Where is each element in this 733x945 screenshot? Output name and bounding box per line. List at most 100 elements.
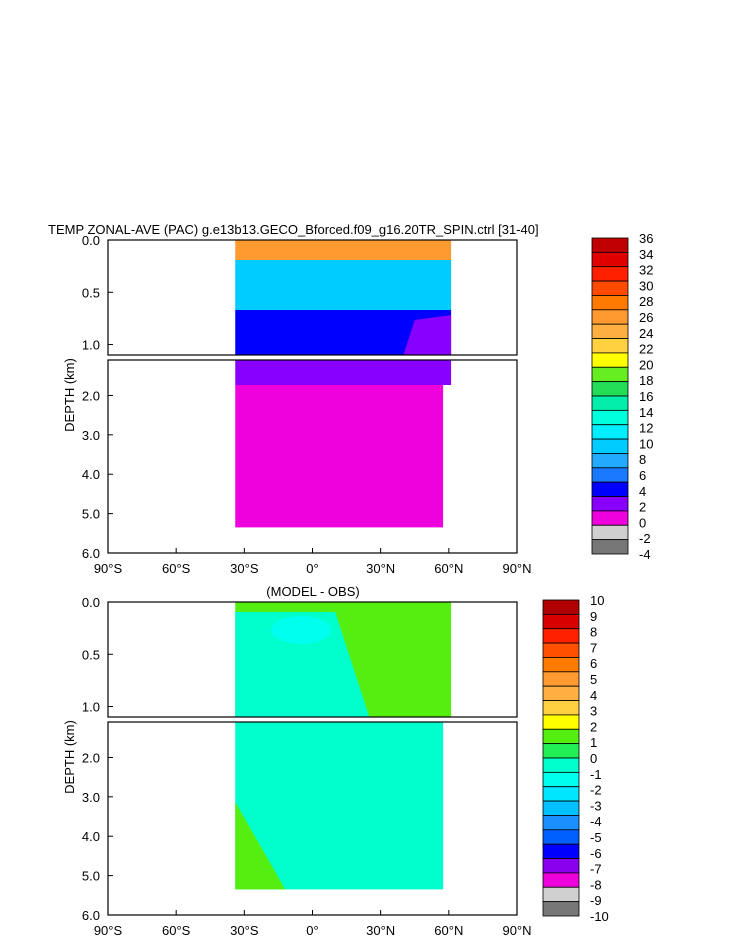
colorbar-segment <box>542 815 580 831</box>
colorbar-segment <box>542 872 580 888</box>
colorbar-segment <box>542 657 580 673</box>
colorbar-segment <box>591 366 629 383</box>
temperature-panel: TEMP ZONAL-AVE (PAC) g.e13b13.GECO_Bforc… <box>48 222 653 576</box>
colorbar-label: 9 <box>590 609 597 624</box>
colorbar-segment <box>542 829 580 845</box>
x-tick-label: 90°S <box>94 923 123 938</box>
upper-plot-frame <box>107 239 518 356</box>
colorbar-label: -4 <box>639 547 651 562</box>
colorbar-label: 2 <box>590 719 597 734</box>
colorbar-segment <box>542 613 580 630</box>
colorbar-label: 6 <box>590 656 597 671</box>
colorbar-label: 10 <box>590 593 604 608</box>
colorbar-label: -5 <box>590 830 602 845</box>
x-tick-label: 90°N <box>502 561 531 576</box>
colorbar-label: -2 <box>639 531 651 546</box>
colorbar-label: -3 <box>590 798 602 813</box>
x-tick-label: 30°N <box>366 923 395 938</box>
colorbar-segment <box>542 757 580 773</box>
y-tick-label: 1.0 <box>82 700 100 715</box>
y-tick-label: 2.0 <box>82 750 100 765</box>
x-tick-label: 90°S <box>94 561 123 576</box>
colorbar-segment <box>591 539 629 555</box>
colorbar-segment <box>542 714 580 730</box>
colorbar-label: 6 <box>639 468 646 483</box>
colorbar-segment <box>591 524 629 541</box>
diff-negative-patch <box>271 616 332 644</box>
y-tick-label: 4.0 <box>82 829 100 844</box>
y-tick-label: 1.0 <box>82 338 100 353</box>
colorbar-segment <box>542 843 580 859</box>
colorbar-segment <box>591 510 629 526</box>
colorbar-label: -8 <box>590 877 602 892</box>
colorbar-segment <box>542 628 580 644</box>
colorbar-label: 36 <box>639 231 653 246</box>
x-tick-label: 30°N <box>366 561 395 576</box>
colorbar-segment <box>542 599 580 615</box>
x-tick-label: 60°N <box>434 561 463 576</box>
colorbar-label: 2 <box>639 500 646 515</box>
colorbar-label: 8 <box>639 452 646 467</box>
colorbar-segment <box>542 700 580 716</box>
colorbar-label: 8 <box>590 625 597 640</box>
x-tick-label: 90°N <box>502 923 531 938</box>
colorbar-segment <box>591 323 629 339</box>
colorbar-segment <box>591 409 629 426</box>
colorbar-segment <box>542 771 580 788</box>
y-axis-label: DEPTH (km) <box>62 720 77 794</box>
y-tick-label: 0.0 <box>82 233 100 248</box>
colorbar-label: -2 <box>590 783 602 798</box>
y-tick-label: 4.0 <box>82 467 100 482</box>
colorbar-label: 0 <box>590 751 597 766</box>
colorbar-segment <box>591 496 629 512</box>
colorbar-label: 28 <box>639 294 653 309</box>
surface-warm-band <box>235 240 452 260</box>
colorbar-label: -6 <box>590 846 602 861</box>
colorbar-segment <box>591 309 629 325</box>
colorbar-label: 0 <box>639 515 646 530</box>
chart-title: (MODEL - OBS) <box>266 584 359 599</box>
colorbar-segment <box>591 295 629 311</box>
colorbar-segment <box>591 424 629 440</box>
y-tick-label: 5.0 <box>82 507 100 522</box>
colorbar-label: 24 <box>639 326 653 341</box>
colorbar-label: 18 <box>639 373 653 388</box>
colorbar-label: 12 <box>639 421 653 436</box>
y-axis-label: DEPTH (km) <box>62 358 77 432</box>
colorbar-segment <box>591 481 629 497</box>
colorbar-label: 1 <box>590 735 597 750</box>
colorbar-segment <box>591 338 629 354</box>
y-tick-label: 3.0 <box>82 790 100 805</box>
colorbar-label: 7 <box>590 640 597 655</box>
colorbar-label: -9 <box>590 893 602 908</box>
colorbar-segment <box>542 786 580 802</box>
x-tick-label: 60°S <box>162 561 191 576</box>
colorbar-label: 4 <box>639 484 646 499</box>
thermocline-band <box>235 260 452 310</box>
colorbar-segment <box>591 280 629 296</box>
colorbar-segment <box>542 685 580 701</box>
colorbar-label: -10 <box>590 909 609 924</box>
colorbar-label: 22 <box>639 342 653 357</box>
colorbar-segment <box>591 237 629 253</box>
y-tick-label: 0.5 <box>82 285 100 300</box>
y-tick-label: 0.0 <box>82 595 100 610</box>
colorbar-segment <box>542 800 580 816</box>
colorbar-label: 32 <box>639 263 653 278</box>
y-tick-label: 0.5 <box>82 647 100 662</box>
colorbar-label: 14 <box>639 405 653 420</box>
y-tick-label: 5.0 <box>82 869 100 884</box>
colorbar-segment <box>591 395 629 411</box>
colorbar-segment <box>591 438 629 454</box>
diff-zero-region-upper <box>235 612 370 717</box>
colorbar-segment <box>591 266 629 282</box>
colorbar-segment <box>542 858 580 874</box>
north-cold-region <box>403 315 452 355</box>
colorbar-segment <box>542 671 580 687</box>
x-tick-label: 30°S <box>230 923 259 938</box>
x-tick-label: 60°S <box>162 923 191 938</box>
colorbar-segment <box>542 728 580 745</box>
colorbar-label: -1 <box>590 767 602 782</box>
colorbar-segment <box>591 381 629 397</box>
